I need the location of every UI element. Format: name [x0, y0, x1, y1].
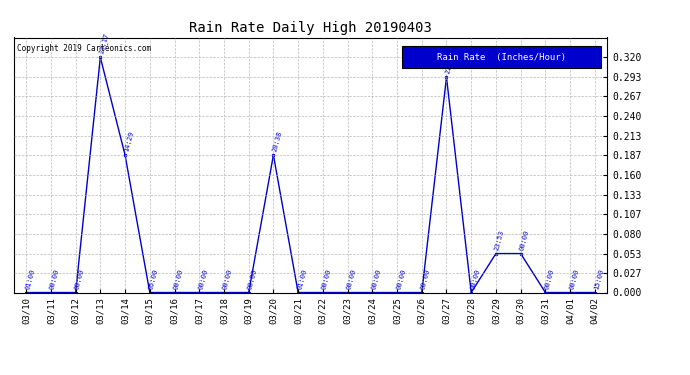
- Text: 00:00: 00:00: [49, 268, 60, 290]
- Text: 15:00: 15:00: [593, 268, 604, 290]
- Text: 05:00: 05:00: [148, 268, 159, 290]
- Text: 14:29: 14:29: [124, 130, 135, 152]
- Text: 00:00: 00:00: [420, 268, 431, 290]
- Text: 00:00: 00:00: [395, 268, 406, 290]
- Text: 01:00: 01:00: [24, 268, 36, 290]
- Text: 23:17: 23:17: [99, 33, 110, 55]
- Text: 00:00: 00:00: [247, 268, 258, 290]
- Text: 01:00: 01:00: [296, 268, 308, 290]
- Text: 21:41: 21:41: [444, 53, 456, 75]
- Text: 00:00: 00:00: [197, 268, 208, 290]
- Text: 00:00: 00:00: [544, 268, 555, 290]
- Text: 23:53: 23:53: [494, 229, 505, 251]
- Text: 00:00: 00:00: [222, 268, 233, 290]
- Text: 00:00: 00:00: [321, 268, 333, 290]
- Text: Rain Rate  (Inches/Hour): Rain Rate (Inches/Hour): [437, 53, 566, 62]
- Text: 00:00: 00:00: [172, 268, 184, 290]
- Title: Rain Rate Daily High 20190403: Rain Rate Daily High 20190403: [189, 21, 432, 35]
- Text: 00:00: 00:00: [74, 268, 85, 290]
- Text: 00:00: 00:00: [469, 268, 481, 290]
- Text: 20:38: 20:38: [272, 130, 283, 152]
- Text: 00:00: 00:00: [371, 268, 382, 290]
- Text: 00:00: 00:00: [519, 229, 530, 251]
- Text: Copyright 2019 Cartéonics.com: Copyright 2019 Cartéonics.com: [17, 44, 151, 53]
- FancyBboxPatch shape: [402, 46, 601, 68]
- Text: 00:00: 00:00: [569, 268, 580, 290]
- Text: 00:00: 00:00: [346, 268, 357, 290]
